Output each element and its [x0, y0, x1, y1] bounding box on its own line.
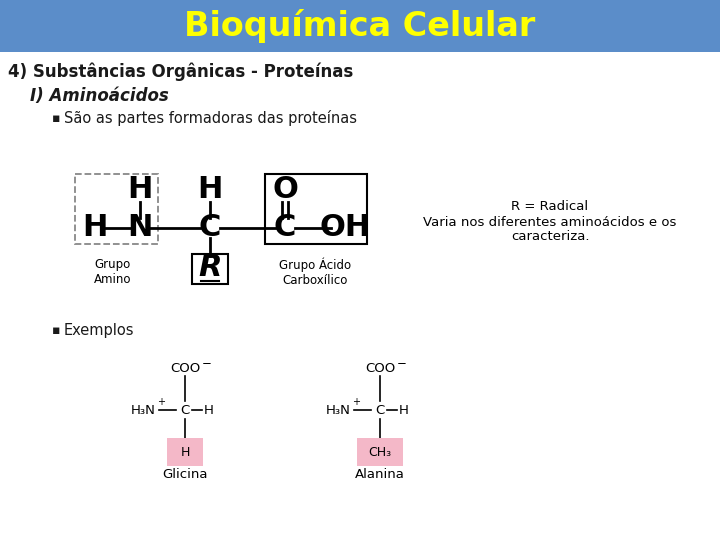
Text: −: −: [202, 356, 212, 369]
Text: H: H: [399, 403, 409, 416]
Text: H: H: [82, 213, 108, 242]
Text: H₃N: H₃N: [325, 403, 351, 416]
Text: C: C: [199, 213, 221, 242]
Text: −: −: [397, 356, 407, 369]
Text: caracteriza.: caracteriza.: [510, 231, 589, 244]
Text: R: R: [198, 253, 222, 282]
Text: H₃N: H₃N: [130, 403, 156, 416]
Text: H: H: [180, 446, 189, 458]
Text: COO: COO: [365, 361, 395, 375]
Text: Grupo
Amino: Grupo Amino: [94, 258, 131, 286]
Text: OH: OH: [320, 213, 371, 242]
Text: N: N: [127, 213, 153, 242]
Text: ▪: ▪: [52, 323, 60, 336]
Text: Bioquímica Celular: Bioquímica Celular: [184, 9, 536, 43]
Text: CH₃: CH₃: [369, 446, 392, 458]
Text: Alanina: Alanina: [355, 469, 405, 482]
Text: C: C: [181, 403, 189, 416]
Text: COO: COO: [170, 361, 200, 375]
Text: H: H: [197, 176, 222, 205]
Text: H: H: [204, 403, 214, 416]
Text: +: +: [157, 397, 165, 407]
Text: 4) Substâncias Orgânicas - Proteínas: 4) Substâncias Orgânicas - Proteínas: [8, 63, 354, 81]
Text: Grupo Ácido
Carboxílico: Grupo Ácido Carboxílico: [279, 258, 351, 287]
Text: Exemplos: Exemplos: [64, 322, 135, 338]
Text: R = Radical: R = Radical: [511, 200, 588, 213]
Text: São as partes formadoras das proteínas: São as partes formadoras das proteínas: [64, 110, 357, 126]
Text: C: C: [375, 403, 384, 416]
Text: I) Aminoácidos: I) Aminoácidos: [30, 87, 168, 105]
FancyBboxPatch shape: [357, 438, 403, 466]
Text: ▪: ▪: [52, 111, 60, 125]
Text: C: C: [274, 213, 296, 242]
FancyBboxPatch shape: [167, 438, 203, 466]
Text: Glicina: Glicina: [162, 469, 208, 482]
Text: H: H: [127, 176, 153, 205]
Text: Varia nos diferentes aminoácidos e os: Varia nos diferentes aminoácidos e os: [423, 215, 677, 228]
Text: O: O: [272, 176, 298, 205]
FancyBboxPatch shape: [0, 0, 720, 52]
Text: +: +: [352, 397, 360, 407]
